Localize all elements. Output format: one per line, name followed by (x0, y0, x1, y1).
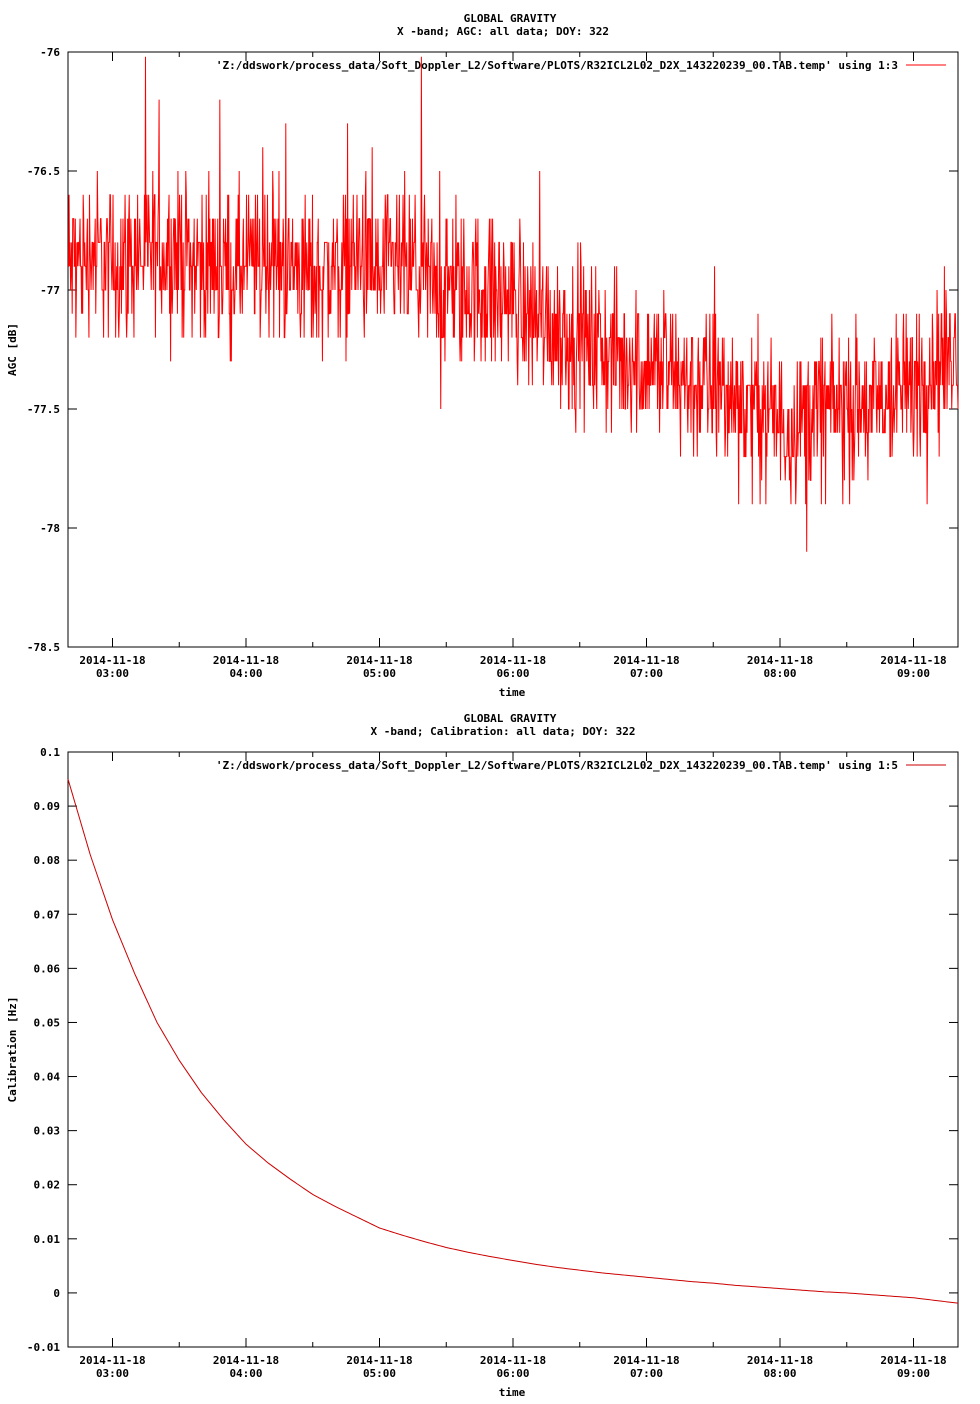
x-axis-label: time (499, 686, 526, 699)
x-tick-time: 09:00 (897, 667, 930, 680)
chart-title: GLOBAL GRAVITY (464, 12, 557, 25)
y-tick-label: 0.08 (34, 854, 61, 867)
x-tick-time: 07:00 (630, 667, 663, 680)
y-tick-label: 0.05 (34, 1016, 61, 1029)
x-tick-date: 2014-11-18 (613, 1354, 679, 1367)
x-tick-time: 03:00 (96, 667, 129, 680)
chart-title: GLOBAL GRAVITY (464, 712, 557, 725)
y-tick-label: -78.5 (27, 641, 60, 654)
x-tick-date: 2014-11-18 (480, 654, 546, 667)
x-tick-time: 08:00 (763, 1367, 796, 1380)
plot-frame (67, 751, 959, 1348)
x-tick-time: 04:00 (229, 1367, 262, 1380)
y-tick-label: 0.01 (34, 1233, 61, 1246)
chart-subtitle: X -band; AGC: all data; DOY: 322 (397, 25, 609, 38)
legend-label: 'Z:/ddswork/process_data/Soft_Doppler_L2… (216, 759, 898, 772)
x-tick-date: 2014-11-18 (880, 1354, 946, 1367)
x-tick-date: 2014-11-18 (346, 1354, 412, 1367)
chart-subtitle: X -band; Calibration: all data; DOY: 322 (371, 725, 636, 738)
y-tick-label: -76.5 (27, 165, 60, 178)
x-axis-label: time (499, 1386, 526, 1399)
y-tick-label: -77 (40, 284, 60, 297)
y-tick-label: -77.5 (27, 403, 60, 416)
legend-label: 'Z:/ddswork/process_data/Soft_Doppler_L2… (216, 59, 898, 72)
y-axis-label: Calibration [Hz] (6, 997, 19, 1103)
y-tick-label: 0.06 (34, 962, 61, 975)
x-tick-time: 08:00 (763, 667, 796, 680)
x-tick-date: 2014-11-18 (79, 654, 145, 667)
x-tick-date: 2014-11-18 (480, 1354, 546, 1367)
y-tick-label: 0.07 (34, 908, 61, 921)
x-tick-date: 2014-11-18 (213, 1354, 279, 1367)
y-tick-label: 0.03 (34, 1125, 61, 1138)
x-tick-date: 2014-11-18 (346, 654, 412, 667)
x-tick-time: 03:00 (96, 1367, 129, 1380)
y-tick-label: 0.04 (34, 1071, 61, 1084)
x-tick-time: 09:00 (897, 1367, 930, 1380)
x-tick-time: 04:00 (229, 667, 262, 680)
y-tick-label: 0.09 (34, 800, 61, 813)
x-tick-date: 2014-11-18 (880, 654, 946, 667)
x-tick-time: 05:00 (363, 1367, 396, 1380)
y-tick-label: 0.02 (34, 1179, 61, 1192)
series-line-agc (68, 56, 959, 552)
y-axis-label: AGC [dB] (6, 323, 19, 376)
y-tick-label: -78 (40, 522, 60, 535)
y-tick-label: -0.01 (27, 1341, 60, 1354)
series-line-calibration (67, 778, 959, 1304)
y-tick-label: -76 (40, 46, 60, 59)
x-tick-date: 2014-11-18 (213, 654, 279, 667)
y-tick-label: 0 (53, 1287, 60, 1300)
x-tick-time: 06:00 (496, 667, 529, 680)
x-tick-date: 2014-11-18 (747, 1354, 813, 1367)
x-tick-time: 07:00 (630, 1367, 663, 1380)
x-tick-date: 2014-11-18 (79, 1354, 145, 1367)
x-tick-date: 2014-11-18 (747, 654, 813, 667)
plot-frame (67, 51, 959, 648)
y-tick-label: 0.1 (40, 746, 60, 759)
x-tick-time: 06:00 (496, 1367, 529, 1380)
x-tick-date: 2014-11-18 (613, 654, 679, 667)
x-tick-time: 05:00 (363, 667, 396, 680)
